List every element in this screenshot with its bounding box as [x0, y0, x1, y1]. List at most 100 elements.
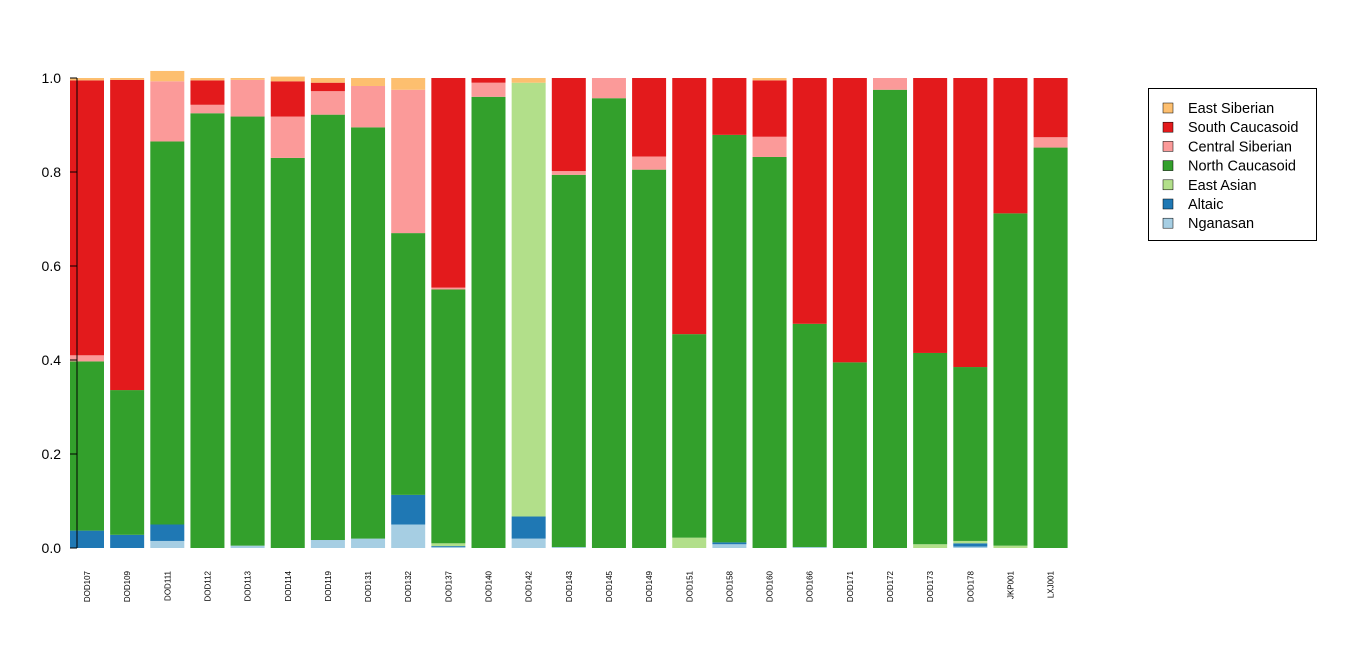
bar-segment-nganasan [310, 540, 345, 548]
bar-stack-dod140 [471, 78, 506, 549]
bar-segment-south-caucasoid [632, 78, 667, 157]
x-category-label: DOD178 [966, 570, 975, 602]
x-category-label: DOD142 [525, 570, 534, 602]
x-axis-labels: DOD107 DOD109 DOD111 DOD112 DOD113 DOD114 DOD1… [83, 570, 1056, 602]
bar-stack-dod149 [632, 78, 667, 548]
x-category-label: DOD160 [766, 570, 775, 602]
y-tick-label: 0.4 [42, 352, 62, 368]
x-category-label: DOD149 [645, 570, 654, 602]
bar-segment-south-caucasoid [752, 80, 787, 137]
bar-segment-north-caucasoid [672, 334, 707, 538]
bar-segment-nganasan [431, 547, 466, 548]
bar-segment-north-caucasoid [792, 323, 827, 548]
x-category-label: DOD140 [485, 570, 494, 602]
legend-swatch [1162, 160, 1174, 171]
legend-label: South Caucasoid [1188, 120, 1298, 136]
y-tick-label: 0.2 [42, 446, 62, 462]
bar-segment-south-caucasoid [672, 78, 707, 335]
bar-segment-south-caucasoid [993, 78, 1028, 214]
bar-segment-east-siberian [391, 78, 426, 90]
bars-layer [70, 70, 1068, 549]
bar-segment-central-siberian [391, 89, 426, 234]
bar-segment-north-caucasoid [832, 362, 867, 548]
legend-label: Nganasan [1188, 216, 1254, 232]
bar-segment-east-siberian [270, 76, 305, 82]
bar-segment-central-siberian [150, 81, 185, 142]
legend-swatch [1162, 141, 1174, 152]
bar-segment-south-caucasoid [190, 80, 225, 105]
bar-stack-dod171 [832, 78, 867, 548]
bar-segment-central-siberian [70, 355, 104, 362]
bar-stack-dod107 [70, 78, 104, 548]
legend-label: North Caucasoid [1188, 159, 1296, 175]
x-category-label: DOD131 [364, 570, 373, 602]
legend-label: East Asian [1188, 178, 1257, 194]
bar-segment-nganasan [391, 524, 426, 548]
bar-stack-dod166 [792, 78, 827, 548]
bar-stack-dod119 [310, 78, 345, 548]
bar-segment-south-caucasoid [551, 78, 586, 172]
bar-stack-dod178 [953, 78, 988, 548]
bar-segment-nganasan [953, 546, 988, 548]
bar-segment-north-caucasoid [310, 114, 345, 541]
bar-segment-altaic [70, 530, 104, 548]
y-tick-label: 0.6 [42, 258, 62, 274]
bar-segment-nganasan [230, 545, 265, 548]
bar-segment-south-caucasoid [913, 78, 948, 353]
bar-stack-jkp001 [993, 78, 1028, 548]
bar-segment-altaic [110, 534, 145, 548]
bar-stack-dod160 [752, 78, 787, 548]
bar-segment-altaic [391, 494, 426, 525]
bar-segment-south-caucasoid [792, 78, 827, 324]
bar-segment-east-asian [993, 545, 1028, 548]
bar-segment-east-asian [913, 544, 948, 548]
bar-segment-nganasan [351, 538, 386, 548]
bar-stack-dod137 [431, 78, 466, 548]
bar-segment-nganasan [712, 544, 747, 548]
bar-segment-east-siberian [310, 78, 345, 83]
x-category-label: DOD111 [163, 570, 172, 600]
bar-segment-east-siberian [70, 78, 104, 81]
x-category-label: DOD132 [404, 570, 413, 602]
y-tick-label: 0.8 [42, 164, 62, 180]
bar-segment-central-siberian [351, 85, 386, 128]
bar-segment-south-caucasoid [270, 81, 305, 117]
bar-stack-dod172 [873, 78, 907, 548]
bar-stack-dod158 [712, 78, 747, 548]
x-category-label: DOD143 [565, 570, 574, 602]
bar-segment-central-siberian [632, 156, 667, 170]
bar-stack-dod113 [230, 78, 265, 548]
bar-segment-nganasan [150, 540, 185, 548]
bar-segment-north-caucasoid [551, 174, 586, 548]
bar-segment-east-siberian [752, 78, 787, 81]
bar-segment-north-caucasoid [591, 98, 626, 549]
bar-segment-altaic [953, 543, 988, 547]
bar-segment-south-caucasoid [70, 80, 104, 356]
bar-stack-dod114 [270, 76, 305, 548]
bar-segment-north-caucasoid [873, 89, 907, 548]
bar-segment-south-caucasoid [310, 82, 345, 92]
bar-segment-south-caucasoid [431, 78, 466, 288]
legend-swatch [1162, 121, 1174, 133]
bar-stack-dod109 [110, 78, 145, 548]
bar-stack-dod131 [351, 78, 386, 548]
bar-segment-central-siberian [471, 82, 506, 97]
bar-segment-central-siberian [752, 136, 787, 157]
bar-segment-altaic [712, 542, 747, 545]
x-category-label: DOD114 [284, 570, 293, 601]
x-category-label: DOD158 [725, 570, 734, 602]
bar-segment-east-siberian [351, 78, 386, 86]
x-category-label: DOD151 [685, 570, 694, 602]
x-category-label: DOD173 [926, 570, 935, 602]
bar-segment-north-caucasoid [70, 361, 104, 531]
bar-segment-north-caucasoid [230, 116, 265, 546]
bar-stack-dod151 [672, 78, 707, 548]
legend-swatch [1162, 102, 1174, 114]
bar-segment-south-caucasoid [110, 79, 145, 391]
y-tick-label: 1.0 [42, 70, 62, 86]
bar-segment-north-caucasoid [351, 127, 386, 539]
bar-segment-nganasan [551, 547, 586, 548]
bar-segment-north-caucasoid [391, 233, 426, 495]
bar-segment-central-siberian [230, 79, 265, 117]
